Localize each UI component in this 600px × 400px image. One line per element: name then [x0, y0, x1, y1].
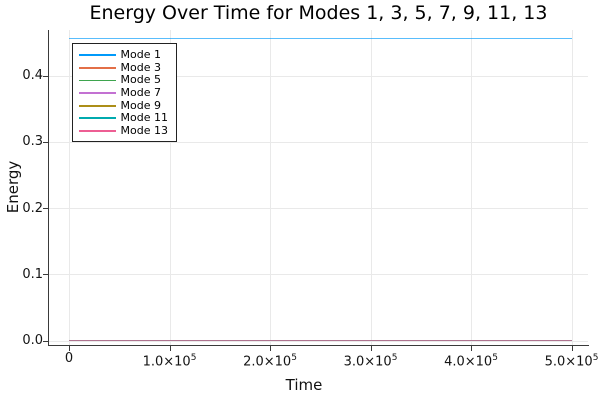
x-tick-label: 3.0×105 — [343, 353, 398, 370]
series-line-mode-1 — [69, 37, 572, 40]
x-tick — [169, 345, 171, 351]
series-line-mode-13 — [69, 339, 572, 342]
y-tick-label: 0.0 — [22, 333, 43, 349]
x-gridline — [471, 30, 473, 345]
legend-item-mode-13: Mode 13 — [73, 123, 176, 138]
y-tick-label: 0.4 — [22, 68, 43, 84]
legend-item-mode-11: Mode 11 — [73, 112, 176, 125]
x-tick — [270, 345, 271, 351]
x-tick-label: 4.0×105 — [444, 353, 498, 370]
legend-label: Mode 7 — [120, 86, 161, 100]
legend-line-sample — [78, 66, 116, 69]
legend-line-sample — [78, 129, 116, 132]
y-gridline — [47, 274, 588, 276]
y-tick — [42, 141, 48, 143]
legend-line-sample — [78, 92, 116, 94]
x-tick — [471, 345, 473, 351]
x-gridline — [571, 30, 573, 345]
y-tick — [42, 75, 48, 77]
x-tick-label: 5.0×105 — [544, 353, 599, 370]
x-axis-spine — [47, 344, 589, 346]
x-gridline — [69, 30, 70, 345]
x-axis-label: Time — [285, 376, 323, 394]
legend-label: Mode 11 — [120, 111, 168, 125]
legend-item-mode-9: Mode 9 — [73, 99, 176, 112]
chart-title: Energy Over Time for Modes 1, 3, 5, 7, 9… — [89, 2, 548, 24]
legend-item-mode-1: Mode 1 — [73, 49, 176, 62]
legend-label: Mode 3 — [120, 60, 161, 74]
y-gridline — [47, 75, 588, 77]
legend-label: Mode 13 — [120, 123, 168, 137]
x-tick-label: 0 — [64, 351, 74, 366]
legend: Mode 1 Mode 3 Mode 5 Mode 7 Mode 9 Mode 11 Mod… — [71, 43, 177, 142]
y-gridline — [47, 208, 588, 210]
legend-label: Mode 9 — [120, 98, 161, 112]
legend-item-mode-5: Mode 5 — [73, 74, 176, 87]
y-tick-label: 0.3 — [22, 134, 43, 150]
y-tick — [42, 274, 48, 276]
legend-item-mode-7: Mode 7 — [73, 87, 176, 100]
legend-line-sample — [78, 117, 116, 120]
y-tick — [42, 340, 48, 342]
x-tick — [370, 345, 372, 351]
legend-label: Mode 5 — [120, 73, 161, 87]
y-tick — [42, 208, 48, 210]
x-tick — [69, 345, 70, 351]
x-tick-label: 2.0×105 — [243, 353, 297, 370]
x-gridline — [169, 30, 171, 345]
y-axis-spine — [47, 30, 49, 345]
x-gridline — [370, 30, 372, 345]
y-tick-label: 0.1 — [22, 266, 43, 282]
y-tick-label: 0.2 — [22, 200, 43, 216]
y-gridline — [47, 141, 588, 143]
x-tick — [571, 345, 573, 351]
x-gridline — [270, 30, 271, 345]
legend-line-sample — [78, 79, 116, 82]
legend-item-mode-3: Mode 3 — [73, 60, 176, 75]
legend-line-sample — [78, 54, 116, 57]
legend-label: Mode 1 — [120, 48, 161, 62]
x-tick-label: 1.0×105 — [142, 353, 197, 370]
legend-line-sample — [78, 104, 116, 107]
